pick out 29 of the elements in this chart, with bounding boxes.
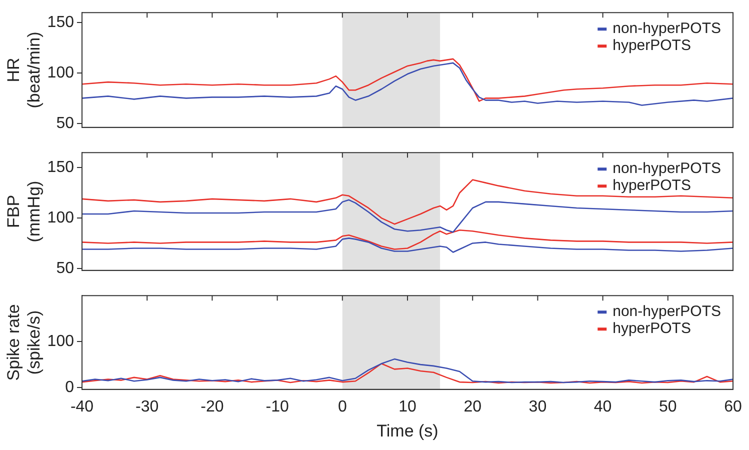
legend-label: non-hyperPOTS (612, 160, 722, 178)
x-tick-label: 10 (398, 398, 416, 416)
x-tick-label: 0 (338, 398, 347, 416)
legend-label: hyperPOTS (612, 320, 691, 338)
x-tick-label: -40 (70, 398, 94, 416)
y-axis-title: FBP (mmHg) (4, 180, 44, 242)
y-tick-label: 50 (56, 114, 74, 132)
x-tick-label: 60 (724, 398, 742, 416)
x-tick-label: 30 (528, 398, 547, 416)
y-tick-label: 100 (47, 209, 74, 226)
legend-label: hyperPOTS (612, 177, 691, 194)
y-axis-title: HR (beat/min) (4, 32, 44, 108)
x-tick-label: 50 (659, 398, 677, 416)
x-tick-label: 40 (594, 398, 612, 416)
y-tick-label: 150 (47, 14, 74, 32)
x-axis-title: Time (s) (376, 421, 438, 440)
x-tick-label: -20 (200, 398, 224, 416)
x-tick-label: -30 (136, 398, 159, 416)
legend-label: non-hyperPOTS (612, 20, 722, 38)
y-tick-label: 0 (65, 378, 74, 396)
y-tick-label: 150 (47, 159, 74, 176)
x-tick-label: 20 (464, 398, 482, 416)
y-axis-title: Spike rate (spike/s) (4, 304, 44, 381)
x-tick-label: -10 (266, 398, 289, 416)
y-tick-label: 100 (47, 64, 74, 82)
legend-label: hyperPOTS (612, 37, 691, 54)
y-tick-label: 50 (56, 260, 74, 277)
legend-label: non-hyperPOTS (612, 303, 722, 320)
y-tick-label: 100 (47, 332, 74, 350)
